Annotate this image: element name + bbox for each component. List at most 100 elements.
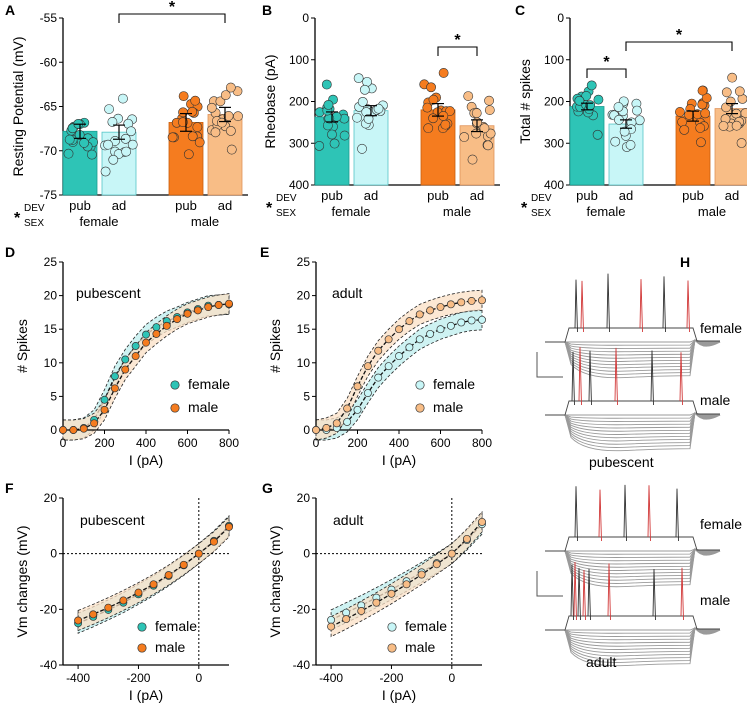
y-tick-label-D: 5	[50, 389, 57, 403]
point-E-female	[363, 389, 372, 397]
dot-C	[593, 94, 604, 105]
x-category-C: ad	[619, 188, 633, 203]
sex-factor-label-A: SEX	[24, 218, 44, 229]
group-label-female-B: female	[331, 204, 370, 219]
dot-C	[696, 137, 706, 148]
dot-A	[104, 104, 114, 114]
y-tick-label-G: 0	[303, 547, 310, 561]
trace-group-label-pubescent: pubescent	[589, 454, 654, 470]
scale-bar-adult	[536, 571, 563, 597]
legend-marker-G-male	[387, 643, 397, 653]
x-category-A: pub	[175, 198, 197, 213]
x-axis-title-E: I (pA)	[382, 452, 416, 468]
point-F-male	[149, 580, 158, 589]
legend-label-F-male: male	[155, 639, 186, 655]
sex-factor-label-C: SEX	[531, 208, 551, 219]
dot-C	[734, 86, 745, 97]
y-tick-label-G: -20	[293, 602, 311, 616]
point-E-male	[436, 303, 445, 311]
y-axis-title-E: # Spikes	[267, 319, 283, 373]
x-axis-title-D: I (pA)	[129, 452, 163, 468]
dot-B	[353, 73, 364, 84]
point-E-male	[374, 346, 383, 355]
dot-A	[225, 82, 236, 93]
x-tick-label-E: 800	[472, 436, 492, 450]
interaction-star-B: *	[266, 200, 273, 217]
dot-C	[727, 72, 738, 83]
point-E-male	[478, 296, 486, 305]
legend-label-E-female: female	[433, 376, 475, 392]
dot-C	[613, 102, 624, 112]
dot-B	[438, 68, 449, 78]
x-category-C: pub	[576, 188, 598, 203]
dot-C	[700, 108, 711, 119]
point-E-male	[312, 426, 320, 434]
x-tick-label-F: 0	[195, 671, 202, 685]
x-category-B: pub	[427, 188, 449, 203]
interaction-star-C: *	[521, 200, 528, 217]
x-axis-title-G: I (pA)	[382, 687, 416, 703]
y-axis-title-B: Rheobase (pA)	[262, 54, 278, 148]
dot-B	[373, 103, 384, 114]
point-G-male	[462, 534, 471, 543]
y-tick-label-D: 25	[44, 255, 58, 269]
y-tick-label-E: 0	[303, 423, 310, 437]
point-D-male	[162, 321, 171, 330]
legend-label-D-female: female	[188, 376, 230, 392]
point-E-male	[353, 382, 362, 391]
panel-title-G: adult	[333, 512, 363, 528]
y-axis-title-D: # Spikes	[14, 319, 30, 373]
x-tick-label-E: 200	[347, 436, 367, 450]
y-tick-label-A: -65	[40, 100, 58, 114]
point-D-male	[225, 299, 233, 308]
y-axis-title-G: Vm changes (mV)	[267, 525, 283, 637]
point-D-female	[142, 330, 150, 339]
x-category-A: pub	[69, 198, 91, 213]
point-F-male	[74, 616, 83, 625]
y-tick-label-C: 300	[544, 136, 564, 150]
dot-B	[479, 123, 490, 134]
point-G-male	[447, 549, 456, 558]
voltage-trace-pub-female	[545, 273, 721, 379]
dot-C	[718, 121, 729, 131]
x-tick-label-E: 400	[389, 436, 409, 450]
dot-A	[187, 106, 198, 117]
sig-star-A: *	[169, 0, 176, 16]
dot-B	[339, 130, 350, 141]
y-tick-label-E: 5	[303, 389, 310, 403]
y-tick-label-A: -75	[40, 188, 58, 202]
dot-B	[463, 91, 474, 101]
dot-C	[619, 126, 630, 137]
dot-B	[459, 132, 470, 142]
group-label-female-A: female	[79, 214, 118, 229]
panel-letter-G: G	[262, 480, 273, 496]
panel-letter-E: E	[260, 244, 269, 260]
y-axis-title-F: Vm changes (mV)	[14, 525, 30, 637]
dot-C	[736, 138, 747, 148]
point-E-female	[384, 362, 393, 371]
sig-bracket-male-pub-vs-male-ad	[437, 46, 478, 56]
dot-A	[87, 149, 97, 160]
trace-group-label-adult: adult	[586, 654, 616, 670]
dot-A	[226, 144, 237, 155]
point-E-male	[395, 325, 403, 334]
y-tick-label-C: 200	[544, 95, 564, 109]
x-tick-label-D: 200	[94, 436, 114, 450]
dot-C	[679, 124, 690, 135]
dot-C	[625, 140, 636, 150]
y-tick-label-D: 0	[50, 423, 57, 437]
y-tick-label-E: 20	[297, 289, 311, 303]
dot-A	[167, 132, 178, 143]
scale-bar-pubescent	[536, 352, 563, 378]
y-tick-label-A: -60	[40, 55, 58, 69]
y-tick-label-B: 0	[302, 11, 309, 25]
point-D-male	[100, 405, 109, 414]
point-D-male	[110, 384, 119, 393]
x-category-C: ad	[725, 188, 739, 203]
dev-factor-label-B: DEV	[276, 193, 297, 204]
dot-C	[701, 93, 712, 103]
panel-letter-C: C	[515, 2, 525, 18]
point-E-female	[478, 315, 486, 324]
y-tick-label-D: 20	[44, 289, 58, 303]
y-tick-label-B: 100	[289, 53, 309, 67]
